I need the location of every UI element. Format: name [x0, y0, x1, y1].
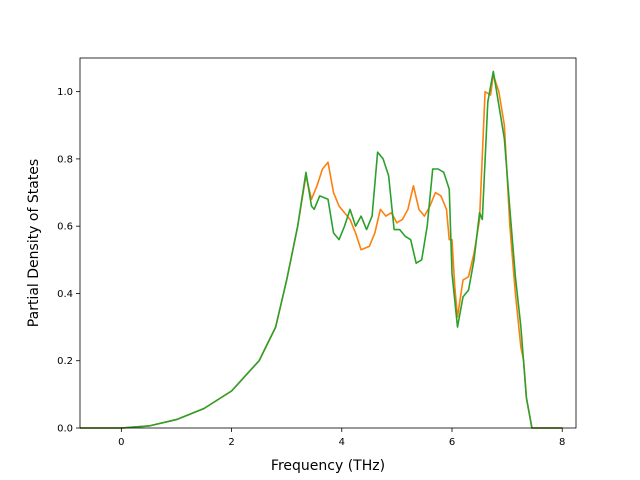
- y-tick-label: 0.8: [57, 154, 73, 165]
- series-layer: [80, 70, 563, 429]
- x-tick-label: 8: [559, 437, 565, 448]
- x-tick-label: 6: [449, 437, 455, 448]
- y-tick-label: 1.0: [57, 87, 73, 98]
- x-axis-label: Frequency (THz): [271, 458, 385, 474]
- plot-area: [80, 58, 576, 428]
- x-axis-ticks: 0 2 4 6 8: [118, 428, 565, 448]
- x-tick-label: 4: [339, 437, 345, 448]
- y-tick-label: 0.2: [57, 356, 73, 367]
- y-tick-label: 0.6: [57, 222, 73, 233]
- series-line-2: [80, 70, 563, 429]
- x-tick-label: 0: [118, 437, 124, 448]
- y-axis-label: Partial Density of States: [26, 159, 42, 327]
- y-axis-ticks: 0.0 0.2 0.4 0.6 0.8 1.0: [57, 87, 80, 435]
- y-tick-label: 0.0: [57, 424, 73, 435]
- plot-frame: [79, 57, 577, 429]
- y-tick-label: 0.4: [57, 289, 73, 300]
- x-tick-label: 2: [228, 437, 234, 448]
